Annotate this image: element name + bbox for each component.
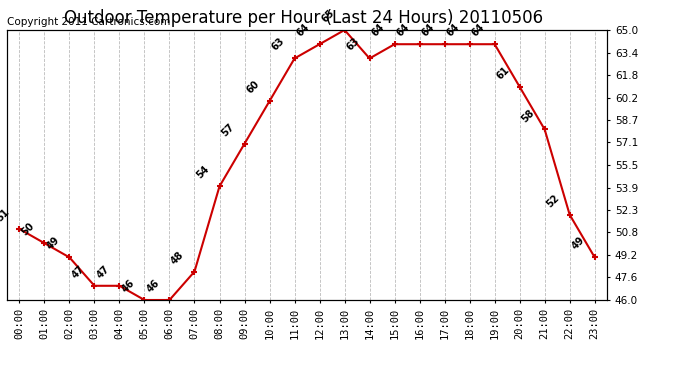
Text: Outdoor Temperature per Hour (Last 24 Hours) 20110506: Outdoor Temperature per Hour (Last 24 Ho… — [64, 9, 543, 27]
Text: 64: 64 — [470, 22, 486, 39]
Text: 64: 64 — [420, 22, 436, 39]
Text: 64: 64 — [444, 22, 462, 39]
Text: 63: 63 — [270, 36, 286, 53]
Text: 47: 47 — [95, 264, 111, 280]
Text: 61: 61 — [495, 64, 511, 81]
Text: 47: 47 — [70, 264, 86, 280]
Text: 49: 49 — [570, 235, 586, 252]
Text: 49: 49 — [44, 235, 61, 252]
Text: 64: 64 — [295, 22, 311, 39]
Text: Copyright 2011 Cartronics.com: Copyright 2011 Cartronics.com — [7, 17, 170, 27]
Text: 46: 46 — [144, 278, 161, 294]
Text: 64: 64 — [395, 22, 411, 39]
Text: 58: 58 — [520, 107, 536, 124]
Text: 52: 52 — [544, 193, 562, 209]
Text: 65: 65 — [319, 8, 336, 24]
Text: 48: 48 — [170, 249, 186, 266]
Text: 51: 51 — [0, 207, 11, 224]
Text: 46: 46 — [119, 278, 136, 294]
Text: 54: 54 — [195, 164, 211, 181]
Text: 63: 63 — [344, 36, 362, 53]
Text: 57: 57 — [219, 122, 236, 138]
Text: 50: 50 — [19, 221, 36, 238]
Text: 64: 64 — [370, 22, 386, 39]
Text: 60: 60 — [244, 79, 262, 96]
